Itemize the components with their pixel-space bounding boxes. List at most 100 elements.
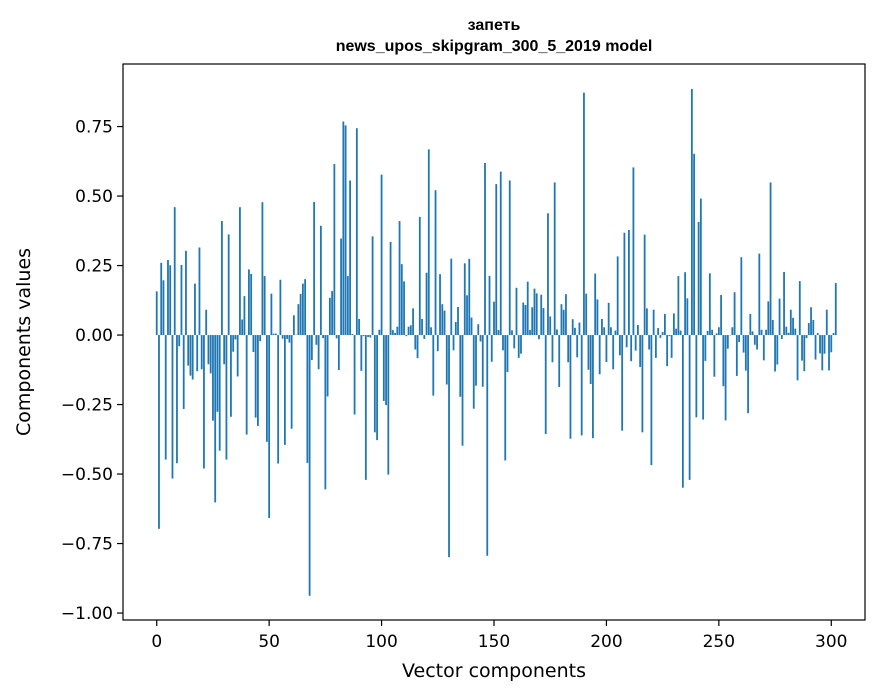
- bar: [778, 298, 781, 336]
- x-axis-label: Vector components: [402, 660, 586, 682]
- bar: [816, 333, 819, 336]
- bar: [598, 335, 601, 375]
- bar: [749, 313, 752, 336]
- bar: [686, 298, 689, 336]
- bar: [744, 335, 747, 371]
- bar: [461, 335, 464, 446]
- bar: [376, 335, 378, 441]
- bar: [549, 316, 552, 336]
- y-axis-ticks: 0.75 0.50 0.25 0.00 −0.25 −0.50 −0.75 −1.00: [61, 118, 123, 624]
- x-axis-ticks: 0 50 100 150 200 250 300: [151, 620, 847, 652]
- bar: [169, 265, 172, 336]
- bar: [708, 273, 711, 336]
- bar: [162, 280, 165, 336]
- bar: [463, 263, 466, 336]
- bar: [672, 313, 675, 336]
- bar: [801, 335, 803, 361]
- bar: [535, 293, 538, 336]
- bar: [371, 236, 374, 336]
- bar: [351, 333, 354, 336]
- bar: [283, 335, 286, 445]
- x-tick-label: 100: [365, 632, 397, 652]
- bar: [531, 307, 534, 336]
- bar: [583, 92, 585, 336]
- bar: [522, 302, 525, 336]
- bar: [614, 330, 617, 336]
- bar: [711, 329, 713, 336]
- bar: [663, 313, 666, 336]
- bar: [693, 153, 696, 336]
- bar: [639, 335, 642, 368]
- bar: [198, 247, 201, 336]
- bar: [239, 207, 241, 336]
- bar: [762, 335, 765, 361]
- bar: [628, 229, 630, 336]
- bar: [176, 335, 178, 464]
- bar: [257, 335, 259, 426]
- bar: [481, 335, 484, 387]
- bar: [412, 308, 414, 336]
- bar: [441, 304, 444, 336]
- bar: [632, 167, 635, 336]
- bar: [272, 333, 275, 336]
- bar: [785, 326, 788, 336]
- bar: [391, 330, 394, 336]
- bar: [304, 279, 307, 336]
- bar: [688, 335, 691, 480]
- bar: [418, 216, 421, 336]
- bar: [182, 335, 185, 409]
- bar: [457, 306, 459, 336]
- bar: [652, 309, 655, 336]
- bar: [677, 276, 680, 336]
- bar: [241, 319, 244, 336]
- bar: [529, 330, 531, 336]
- bar: [654, 335, 657, 358]
- bar: [553, 182, 556, 336]
- bar: [724, 335, 727, 421]
- bar: [430, 327, 432, 336]
- bar: [448, 335, 450, 558]
- bar: [567, 335, 570, 363]
- bar: [306, 335, 309, 463]
- bar: [319, 225, 322, 336]
- bar: [340, 238, 342, 336]
- bar: [432, 335, 435, 396]
- bar: [331, 291, 334, 336]
- bar: [180, 264, 183, 336]
- bar: [245, 335, 248, 435]
- bar: [286, 335, 289, 339]
- bar: [218, 335, 221, 451]
- bar: [601, 318, 603, 336]
- bar: [194, 283, 196, 336]
- bar: [434, 190, 437, 336]
- bar: [187, 335, 190, 366]
- bar: [493, 301, 495, 336]
- chart-title-word: запеть: [468, 17, 521, 34]
- bar: [643, 234, 646, 336]
- bar: [547, 213, 549, 336]
- bar: [373, 335, 376, 433]
- bar: [823, 335, 826, 354]
- bar: [524, 305, 527, 336]
- bar: [675, 328, 678, 336]
- bar: [164, 335, 167, 460]
- bar: [337, 335, 340, 371]
- bar: [774, 335, 776, 372]
- bar: [315, 335, 318, 345]
- bar: [828, 335, 830, 371]
- bar: [789, 309, 792, 336]
- bar: [299, 293, 302, 336]
- bar: [756, 335, 758, 350]
- bar: [540, 294, 543, 336]
- bar: [517, 335, 520, 358]
- bar: [646, 308, 648, 336]
- bar: [556, 329, 558, 336]
- bar: [484, 162, 486, 336]
- bar: [232, 335, 235, 352]
- bar: [681, 335, 684, 488]
- bar: [342, 121, 345, 336]
- bar: [223, 335, 226, 365]
- bar: [355, 128, 358, 336]
- bar: [288, 335, 291, 343]
